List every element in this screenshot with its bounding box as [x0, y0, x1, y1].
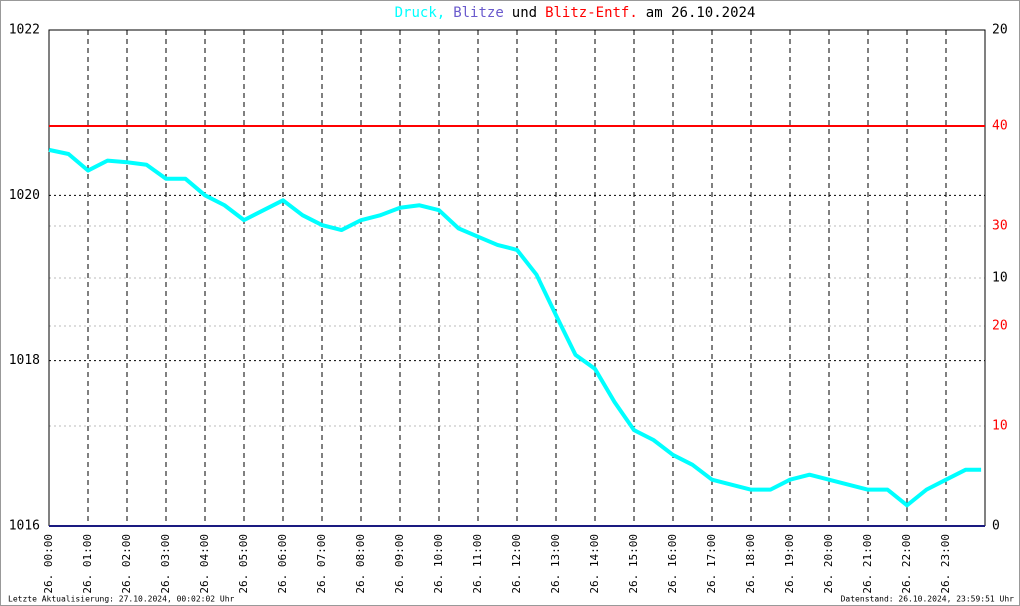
footer-right: Datenstand: 26.10.2024, 23:59:51 Uhr — [841, 595, 1015, 604]
x-tick-label: 26. 23:00 — [939, 534, 952, 594]
x-tick-label: 26. 13:00 — [549, 534, 562, 594]
plot-border — [48, 29, 986, 526]
y3-tick-label: 30 — [992, 219, 1008, 234]
title-part: Blitz-Entf. — [545, 5, 638, 21]
x-tick-label: 26. 22:00 — [900, 534, 913, 594]
y2-tick-label: 10 — [992, 271, 1008, 286]
x-tick-label: 26. 10:00 — [432, 534, 445, 594]
y3-tick-label: 40 — [992, 119, 1008, 134]
title-part: Druck, — [395, 5, 446, 21]
y2-tick-label: 20 — [992, 23, 1008, 38]
x-tick-label: 26. 14:00 — [588, 534, 601, 594]
x-tick-label: 26. 08:00 — [354, 534, 367, 594]
x-tick-label: 26. 15:00 — [627, 534, 640, 594]
footer-left: Letzte Aktualisierung: 27.10.2024, 00:02… — [8, 595, 235, 604]
x-tick-label: 26. 00:00 — [42, 534, 55, 594]
x-tick-label: 26. 20:00 — [822, 534, 835, 594]
x-tick-label: 26. 19:00 — [783, 534, 796, 594]
title-part: Blitze — [453, 5, 504, 21]
y-tick-label: 1020 — [9, 188, 40, 203]
x-tick-label: 26. 11:00 — [471, 534, 484, 594]
x-tick-label: 26. 18:00 — [744, 534, 757, 594]
y-tick-label: 1016 — [9, 519, 40, 534]
y-tick-label: 1022 — [9, 23, 40, 38]
x-tick-label: 26. 16:00 — [666, 534, 679, 594]
title-part: und — [512, 5, 537, 21]
x-tick-label: 26. 02:00 — [120, 534, 133, 594]
x-tick-label: 26. 03:00 — [159, 534, 172, 594]
chart-title: Druck, Blitze und Blitz-Entf. am 26.10.2024 — [395, 5, 756, 21]
title-part: am 26.10.2024 — [646, 5, 756, 21]
y3-tick-label: 20 — [992, 319, 1008, 334]
x-tick-label: 26. 07:00 — [315, 534, 328, 594]
x-tick-label: 26. 01:00 — [81, 534, 94, 594]
y-tick-label: 1018 — [9, 353, 40, 368]
series-line — [48, 147, 982, 508]
x-tick-label: 26. 21:00 — [861, 534, 874, 594]
x-tick-label: 26. 17:00 — [705, 534, 718, 594]
x-tick-label: 26. 12:00 — [510, 534, 523, 594]
x-tick-label: 26. 06:00 — [276, 534, 289, 594]
x-tick-label: 26. 09:00 — [393, 534, 406, 594]
y2-tick-label: 0 — [992, 519, 1000, 534]
y3-tick-label: 10 — [992, 419, 1008, 434]
x-tick-label: 26. 05:00 — [237, 534, 250, 594]
x-tick-label: 26. 04:00 — [198, 534, 211, 594]
